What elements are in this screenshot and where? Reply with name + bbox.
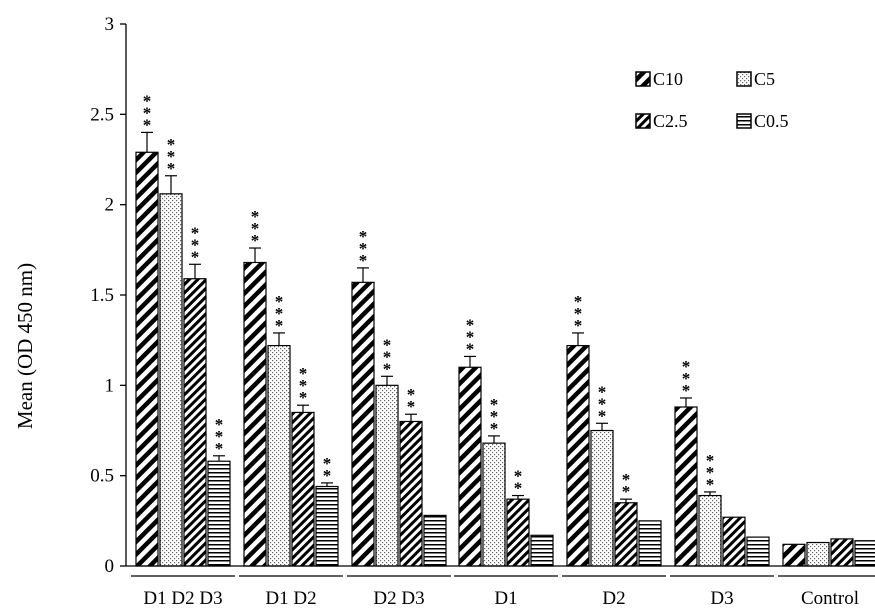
bars-layer: * * ** * ** * ** * ** * ** * ** * ** ** * ** * ** ** * ** * ** **… bbox=[135, 91, 875, 567]
y-tick-label: 0.5 bbox=[90, 466, 114, 487]
x-tick-label: D2 bbox=[602, 588, 625, 609]
significance-label: * * bbox=[622, 470, 631, 501]
x-tick-label: D2 D3 bbox=[373, 588, 424, 609]
bar bbox=[375, 384, 399, 567]
bar bbox=[315, 485, 339, 567]
bar bbox=[423, 514, 447, 567]
bar bbox=[159, 193, 183, 567]
y-tick-label: 2.5 bbox=[90, 104, 114, 125]
legend-label: C5 bbox=[754, 69, 775, 89]
bar-group bbox=[782, 538, 875, 567]
significance-label: * * * bbox=[466, 315, 475, 358]
bar-group: * * ** * ** * ** * bbox=[243, 207, 339, 567]
y-tick-label: 1.5 bbox=[90, 285, 114, 306]
bar-group: * * * * * * * * * * * * bbox=[135, 91, 231, 567]
y-axis: 0 0.5 1 1.5 2 2.5 3 bbox=[90, 14, 127, 577]
significance-label: * * * bbox=[275, 292, 284, 335]
bar bbox=[399, 420, 423, 567]
legend-label: C2.5 bbox=[653, 111, 688, 131]
significance-label: * * * bbox=[299, 364, 308, 407]
bar bbox=[351, 281, 375, 567]
bar bbox=[291, 411, 315, 567]
legend-swatch bbox=[635, 71, 651, 87]
legend-label: C10 bbox=[653, 69, 683, 89]
bar bbox=[207, 460, 231, 567]
x-tick-label: D1 D2 D3 bbox=[143, 588, 222, 609]
legend-label: C0.5 bbox=[754, 111, 789, 131]
bar bbox=[674, 406, 698, 567]
significance-label: * * bbox=[514, 467, 523, 498]
bar bbox=[638, 520, 662, 567]
legend-item: C2.5 bbox=[635, 111, 688, 131]
bar bbox=[458, 366, 482, 567]
bar bbox=[746, 536, 770, 567]
y-tick-label: 2 bbox=[105, 195, 115, 216]
bar-group: * * ** * ** * bbox=[351, 227, 447, 567]
significance-label: * * * bbox=[251, 207, 260, 250]
bar bbox=[806, 541, 830, 567]
bar bbox=[267, 344, 291, 567]
bar bbox=[830, 538, 854, 567]
bar bbox=[782, 543, 806, 567]
significance-label: * * * bbox=[598, 382, 607, 425]
significance-label: * * * bbox=[383, 335, 392, 378]
legend-swatch bbox=[736, 113, 752, 129]
bar bbox=[854, 540, 875, 567]
significance-label: * * * bbox=[143, 91, 152, 134]
bar-group: * * * * * * bbox=[674, 357, 770, 567]
bar bbox=[698, 494, 722, 567]
bar bbox=[614, 502, 638, 567]
y-tick-label: 3 bbox=[105, 14, 115, 35]
x-tick-label: D1 D2 bbox=[265, 588, 316, 609]
bar bbox=[243, 261, 267, 567]
bar bbox=[566, 344, 590, 567]
y-axis-label: Mean (OD 450 nm) bbox=[13, 263, 37, 429]
significance-label: * * bbox=[407, 385, 416, 416]
legend-item: C5 bbox=[736, 69, 775, 89]
x-tick-label: D1 bbox=[494, 588, 517, 609]
significance-label: * * * bbox=[215, 415, 224, 458]
legend: C10 C5 C2.5 C0.5 bbox=[635, 69, 789, 131]
bar bbox=[135, 151, 159, 567]
legend-item: C10 bbox=[635, 69, 683, 89]
x-tick-label: D3 bbox=[710, 588, 733, 609]
bar bbox=[530, 534, 554, 567]
bar bbox=[722, 516, 746, 567]
y-tick-label: 0 bbox=[105, 556, 115, 577]
significance-label: * * * bbox=[682, 357, 691, 400]
significance-label: * * * bbox=[574, 292, 583, 335]
bar bbox=[183, 278, 207, 567]
significance-label: * * * bbox=[167, 135, 176, 178]
significance-label: * * * bbox=[191, 223, 200, 266]
significance-label: * * bbox=[323, 454, 332, 485]
bar-group: * * ** * ** * bbox=[566, 292, 662, 567]
significance-label: * * * bbox=[490, 395, 499, 438]
bar bbox=[590, 429, 614, 567]
significance-label: * * * bbox=[359, 227, 368, 270]
bar-group: * * ** * ** * bbox=[458, 315, 554, 567]
x-axis: D1 D2 D3 D1 D2 D2 D3 D1 D2 D3 Control bbox=[126, 565, 875, 609]
bar bbox=[482, 442, 506, 567]
x-tick-label: Control bbox=[801, 588, 859, 609]
significance-label: * * * bbox=[706, 451, 715, 494]
legend-item: C0.5 bbox=[736, 111, 789, 131]
y-tick-label: 1 bbox=[105, 375, 115, 396]
bar bbox=[506, 498, 530, 567]
legend-swatch bbox=[635, 113, 651, 129]
legend-swatch bbox=[736, 71, 752, 87]
